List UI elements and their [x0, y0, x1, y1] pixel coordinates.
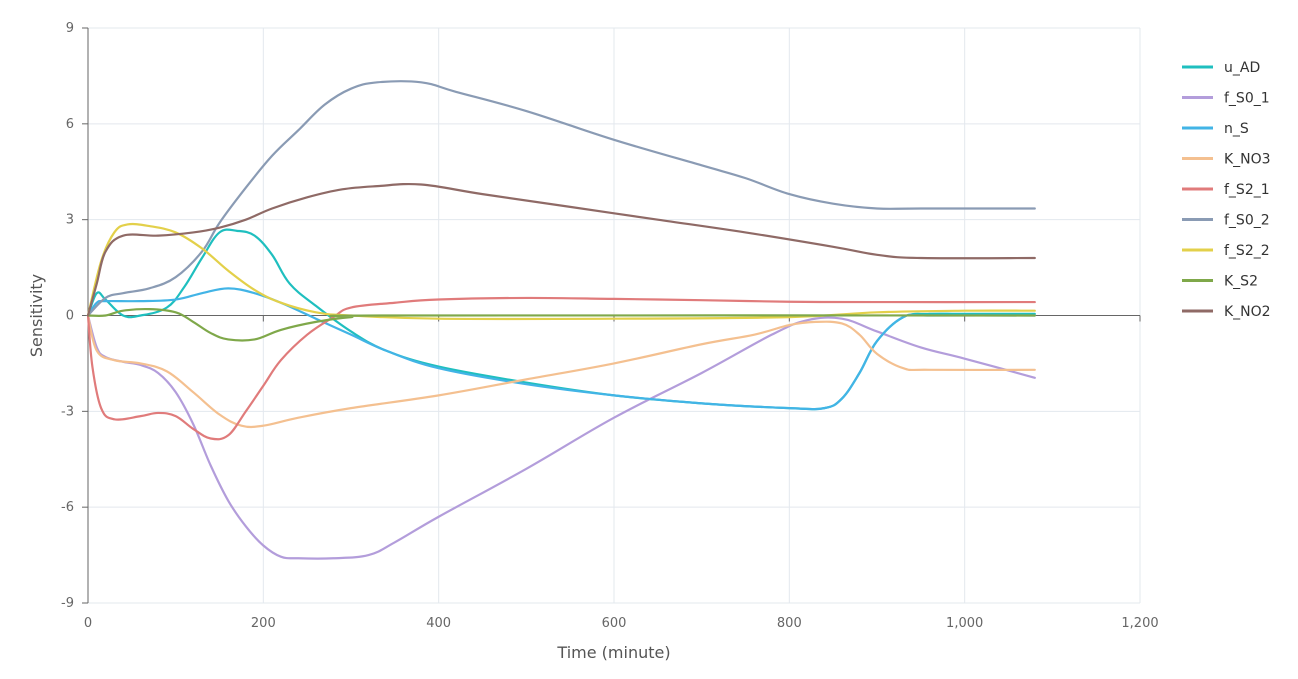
legend-item-k-s2[interactable]: K_S2	[1182, 274, 1258, 290]
legend-label: K_S2	[1224, 274, 1258, 290]
y-tick-label: 3	[66, 213, 74, 228]
y-tick-label: -3	[61, 404, 74, 419]
x-tick-label: 1,000	[946, 616, 983, 631]
axes: 0 200 400 600 800 1,000 1,200 -9 -6 -3 0 3 6 9	[61, 21, 1159, 631]
y-tick-label: -9	[61, 596, 74, 611]
legend[interactable]: u_AD f_S0_1 n_S K_NO3 f_S2_1 f_S0_2 f_S2_2 K_S2…	[1182, 60, 1271, 320]
legend-item-f-s2-1[interactable]: f_S2_1	[1182, 182, 1270, 198]
legend-label: K_NO3	[1224, 152, 1271, 168]
x-tick-label: 600	[602, 616, 627, 631]
y-tick-label: -6	[61, 500, 74, 515]
y-tick-label: 0	[66, 309, 74, 324]
series-lines	[86, 80, 1036, 560]
x-tick-label: 1,200	[1121, 616, 1158, 631]
legend-label: f_S2_1	[1224, 182, 1270, 198]
y-tick-label: 6	[66, 117, 74, 132]
series-line-f-s2-1	[86, 296, 1036, 441]
legend-item-k-no3[interactable]: K_NO3	[1182, 152, 1271, 168]
legend-item-f-s0-1[interactable]: f_S0_1	[1182, 91, 1270, 107]
legend-label: u_AD	[1224, 60, 1260, 76]
series-line-k-no3	[86, 314, 1036, 429]
x-tick-label: 800	[777, 616, 802, 631]
y-axis-title: Sensitivity	[27, 274, 46, 357]
legend-label: K_NO2	[1224, 304, 1271, 320]
x-tick-label: 400	[426, 616, 451, 631]
legend-label: f_S2_2	[1224, 243, 1270, 259]
x-tick-label: 0	[84, 616, 92, 631]
legend-label: f_S0_1	[1224, 91, 1270, 107]
x-axis-title: Time (minute)	[556, 643, 670, 662]
series-line-n-s	[86, 287, 1036, 411]
legend-item-f-s0-2[interactable]: f_S0_2	[1182, 213, 1270, 229]
series-line-f-s2-2	[86, 222, 1036, 321]
legend-item-k-no2[interactable]: K_NO2	[1182, 304, 1271, 320]
legend-item-u-ad[interactable]: u_AD	[1182, 60, 1260, 76]
series-line-f-s0-1	[86, 314, 1036, 560]
y-tick-label: 9	[66, 21, 74, 36]
legend-item-f-s2-2[interactable]: f_S2_2	[1182, 243, 1270, 259]
legend-item-n-s[interactable]: n_S	[1182, 121, 1249, 137]
series-line-f-s0-2	[86, 80, 1036, 317]
legend-label: f_S0_2	[1224, 213, 1270, 229]
series-line-k-no2	[86, 182, 1036, 317]
series-line-k-s2	[86, 307, 1036, 342]
legend-label: n_S	[1224, 121, 1249, 137]
x-tick-label: 200	[251, 616, 276, 631]
